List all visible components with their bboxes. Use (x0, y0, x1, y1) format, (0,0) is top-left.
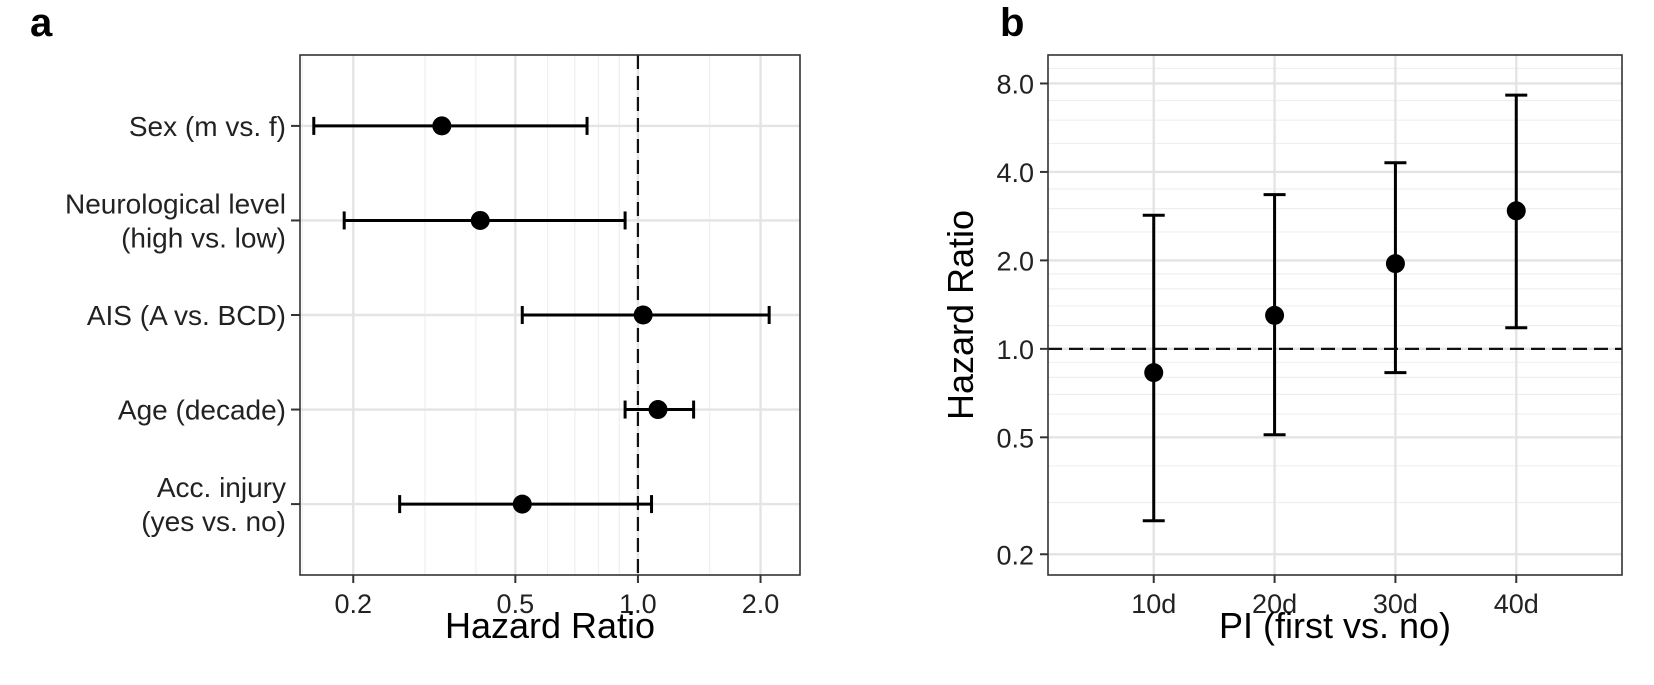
panel-b-x-tick-label: 40d (1494, 589, 1539, 619)
panel-a-category-label: (high vs. low) (121, 222, 286, 253)
panel-a-category-label: Neurological level (65, 188, 286, 219)
panel-a-x-tick-label: 0.5 (497, 589, 535, 619)
panel-b-marks (1142, 93, 1528, 523)
panel-b-y-axis-title: Hazard Ratio (940, 210, 981, 420)
panel-a-label: a (30, 1, 53, 45)
panel-b-x-tick-label: 10d (1131, 589, 1176, 619)
panel-b-hazard-point (1385, 254, 1405, 274)
panel-a-hazard-point (648, 400, 668, 420)
panel-b-border (1047, 54, 1623, 576)
panel-a-x-axis-title: Hazard Ratio (445, 605, 655, 646)
panel-b-label: b (1000, 1, 1024, 45)
panel-b-hazard-by-window-plot: 0.2 0.5 1.0 2.0 4.0 8.0 10d 20d 30d 40d PI (firs… (940, 54, 1623, 646)
panel-b-y-tick-label: 1.0 (996, 335, 1034, 365)
panel-b-x-axis-title: PI (first vs. no) (1219, 605, 1451, 646)
panel-b-y-tick-label: 2.0 (996, 246, 1034, 276)
panel-a-hazard-point (633, 305, 653, 325)
panel-b-y-tick-label: 0.5 (996, 423, 1034, 453)
panel-a-category-label: (yes vs. no) (141, 506, 286, 537)
panel-b-plot-area (1048, 55, 1622, 575)
panel-b-grid (1048, 55, 1622, 575)
panel-b-hazard-point (1144, 363, 1164, 383)
panel-a-marks (312, 116, 771, 514)
panel-b-y-tick-label: 0.2 (996, 540, 1034, 570)
panel-b-x-tick-label: 30d (1373, 589, 1418, 619)
panel-b-x-axis: 10d 20d 30d 40d (1131, 575, 1539, 619)
panel-a-x-tick-label: 0.2 (334, 589, 372, 619)
panel-a-hazard-point (432, 116, 452, 136)
panel-a-y-axis: Sex (m vs. f) Neurological level(high vs.… (65, 111, 300, 537)
panel-b-y-tick-label: 8.0 (996, 69, 1034, 99)
panel-a-hazard-point (470, 210, 490, 230)
panel-a-x-tick-label: 2.0 (742, 589, 780, 619)
panel-a-hazard-point (512, 494, 532, 514)
panel-b-hazard-point (1506, 201, 1526, 221)
panel-a-category-label: Sex (m vs. f) (129, 111, 286, 142)
panel-a-category-label: AIS (A vs. BCD) (87, 300, 286, 331)
panel-b-y-axis: 0.2 0.5 1.0 2.0 4.0 8.0 (996, 69, 1048, 570)
panel-b-y-tick-label: 4.0 (996, 158, 1034, 188)
panel-a-x-axis: 0.2 0.5 1.0 2.0 (334, 575, 779, 619)
panel-a-hazard-forest-plot: Sex (m vs. f) Neurological level(high vs.… (65, 54, 801, 646)
panel-a-x-tick-label: 1.0 (619, 589, 657, 619)
panel-a-category-label: Acc. injury (157, 472, 286, 503)
panel-b-hazard-point (1265, 305, 1285, 325)
panel-b-x-tick-label: 20d (1252, 589, 1297, 619)
panel-a-category-label: Age (decade) (118, 395, 286, 426)
